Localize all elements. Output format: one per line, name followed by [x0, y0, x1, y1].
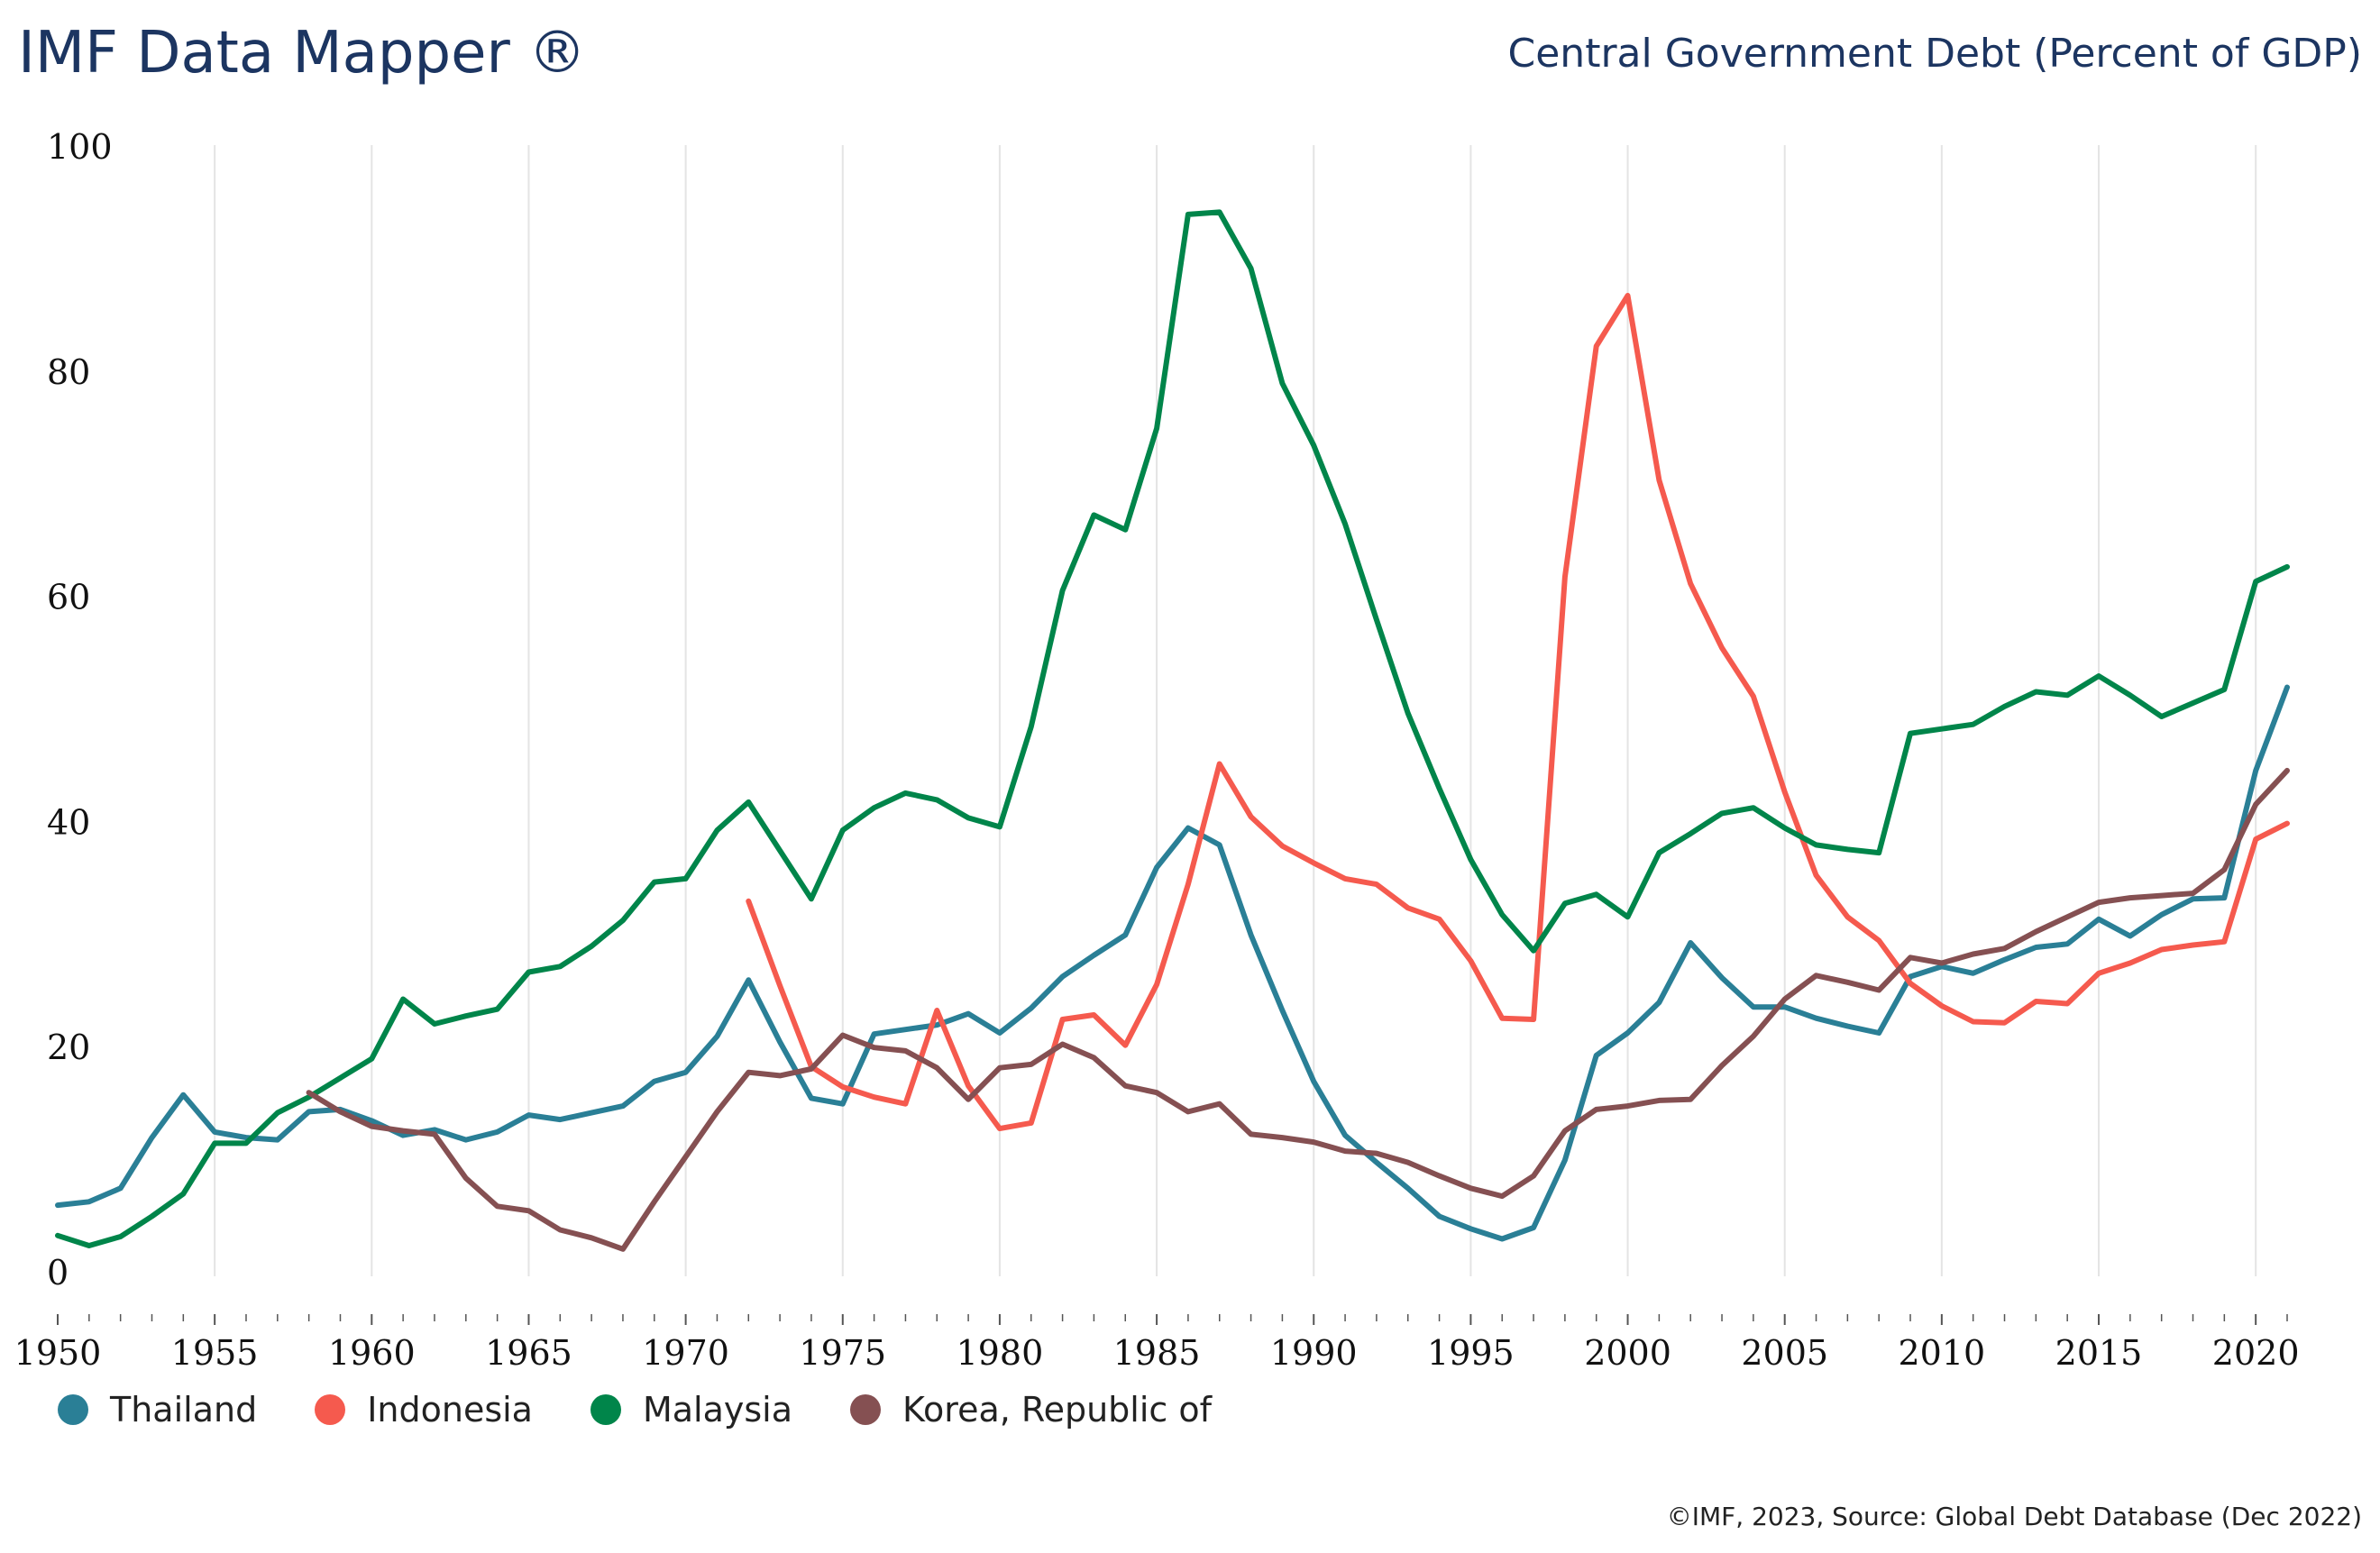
y-tick-label: 60	[47, 578, 90, 617]
x-tick-label: 2010	[1898, 1333, 1985, 1373]
x-tick-label: 1995	[1427, 1333, 1515, 1373]
x-tick-label: 1990	[1270, 1333, 1358, 1373]
x-tick-label: 1950	[14, 1333, 102, 1373]
x-tick-label: 1980	[957, 1333, 1044, 1373]
chart-title: Central Government Debt (Percent of GDP)	[1507, 31, 2362, 77]
x-tick-label: 1960	[328, 1333, 416, 1373]
y-tick-label: 0	[47, 1253, 69, 1293]
legend-label: Korea, Republic of	[902, 1390, 1213, 1430]
x-tick-label: 1965	[485, 1333, 572, 1373]
x-tick-label: 2005	[1741, 1333, 1828, 1373]
series-lines	[55, 209, 2290, 1252]
legend-dot-icon	[590, 1394, 621, 1425]
brand-title: IMF Data Mapper ®	[18, 20, 587, 87]
x-axis-ticks: 1950 1955 1960 1965 1970 1975 1980 1985 1990 1995…	[14, 1314, 2300, 1373]
y-tick-label: 100	[47, 127, 113, 167]
legend: Thailand Indonesia Malaysia Korea, Republic…	[58, 1390, 1269, 1430]
legend-label: Indonesia	[367, 1390, 533, 1430]
legend-dot-icon	[58, 1394, 88, 1425]
y-tick-label: 20	[47, 1028, 90, 1067]
x-tick-label: 2015	[2055, 1333, 2143, 1373]
legend-label: Malaysia	[642, 1390, 793, 1430]
grid-lines	[214, 145, 2257, 1276]
x-tick-label: 1975	[799, 1333, 886, 1373]
series-line-indonesia	[746, 292, 2290, 1132]
y-tick-label: 40	[47, 802, 90, 842]
y-axis-ticks: 0 20 40 60 80 100	[47, 127, 113, 1293]
x-tick-label: 1955	[171, 1333, 259, 1373]
legend-item-korea-republic-of[interactable]: Korea, Republic of	[850, 1390, 1212, 1430]
series-line-malaysia	[55, 209, 2290, 1248]
x-tick-label: 1985	[1113, 1333, 1201, 1373]
x-tick-label: 1970	[642, 1333, 729, 1373]
legend-dot-icon	[315, 1394, 346, 1425]
series-line-korea-republic-of	[306, 767, 2290, 1252]
legend-label: Thailand	[110, 1390, 258, 1430]
y-tick-label: 80	[47, 352, 90, 392]
legend-item-indonesia[interactable]: Indonesia	[315, 1390, 533, 1430]
legend-item-malaysia[interactable]: Malaysia	[590, 1390, 792, 1430]
x-tick-label: 2000	[1584, 1333, 1671, 1373]
legend-item-thailand[interactable]: Thailand	[58, 1390, 257, 1430]
source-credit: ©IMF, 2023, Source: Global Debt Database…	[1666, 1502, 2362, 1531]
series-line-thailand	[55, 684, 2290, 1242]
legend-dot-icon	[850, 1394, 882, 1425]
x-tick-label: 2020	[2212, 1333, 2300, 1373]
